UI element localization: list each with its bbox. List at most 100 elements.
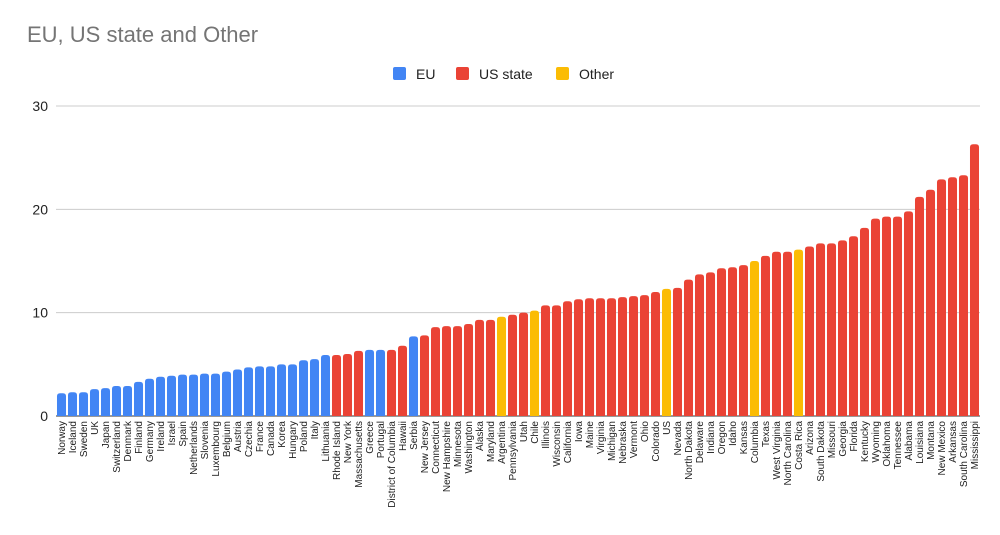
- bar-france: [254, 366, 265, 416]
- x-tick-label: Florida: [849, 421, 860, 452]
- bar-denmark: [122, 386, 133, 416]
- x-tick-label: Louisiana: [915, 421, 926, 464]
- bar-slovenia: [199, 373, 210, 416]
- x-tick-label: Korea: [277, 421, 288, 448]
- x-tick-label: Nevada: [673, 421, 684, 456]
- bar-new-york: [342, 354, 353, 416]
- x-tick-label: Arizona: [805, 421, 816, 455]
- x-tick-label: Lithuania: [321, 421, 332, 462]
- bar-japan: [100, 388, 111, 416]
- bar-west-virginia: [771, 251, 782, 416]
- bar-lithuania: [320, 355, 331, 416]
- x-tick-label: Pennsylvania: [508, 421, 519, 481]
- x-tick-label: Serbia: [409, 421, 420, 450]
- x-tick-label: Denmark: [123, 420, 134, 462]
- x-tick-label: New Hampshire: [442, 421, 453, 493]
- bar-czechia: [243, 367, 254, 416]
- x-tick-label: Israel: [167, 421, 178, 445]
- x-tick-label: Chile: [530, 421, 541, 444]
- bar-california: [562, 301, 573, 416]
- bar-connecticut: [430, 327, 441, 416]
- bar-spain: [177, 374, 188, 416]
- x-tick-label: Maryland: [486, 421, 497, 462]
- bar-canada: [265, 366, 276, 416]
- bar-kentucky: [859, 227, 870, 416]
- x-tick-label: Maine: [585, 421, 596, 449]
- x-tick-label: Rhode Island: [332, 421, 343, 480]
- x-tick-label: District of Columbia: [387, 421, 398, 508]
- bar-pennsylvania: [507, 314, 518, 416]
- x-tick-label: Montana: [926, 421, 937, 460]
- x-tick-label: New Mexico: [937, 421, 948, 476]
- bar-montana: [925, 189, 936, 416]
- x-tick-label: Oregon: [717, 421, 728, 454]
- gridlines: [56, 105, 980, 417]
- x-tick-label: Michigan: [607, 421, 618, 461]
- legend-label-us-state: US state: [479, 66, 533, 82]
- bar-greece: [364, 349, 375, 416]
- bar-new-jersey: [419, 335, 430, 416]
- x-tick-label: Tennessee: [893, 421, 904, 470]
- x-tick-label: West Virginia: [772, 421, 783, 480]
- bar-wisconsin: [551, 305, 562, 416]
- x-tick-label: Wisconsin: [552, 421, 563, 467]
- bar-arkansas: [947, 177, 958, 416]
- x-tick-label: Japan: [101, 421, 112, 448]
- bar-maryland: [485, 319, 496, 416]
- bar-new-mexico: [936, 179, 947, 416]
- bar-georgia: [837, 240, 848, 416]
- x-tick-label: Vermont: [629, 421, 640, 458]
- bar-indiana: [705, 272, 716, 416]
- bar-south-carolina: [958, 175, 969, 416]
- bar-italy: [309, 359, 320, 416]
- bar-idaho: [727, 267, 738, 416]
- x-tick-label: Missouri: [827, 421, 838, 458]
- x-tick-label: Colorado: [651, 421, 662, 462]
- bar-new-hampshire: [441, 326, 452, 416]
- bar-missouri: [826, 243, 837, 416]
- chart-title: EU, US state and Other: [27, 22, 259, 47]
- bar-chile: [529, 310, 540, 416]
- x-tick-label: Argentina: [497, 421, 508, 464]
- x-tick-label: North Carolina: [783, 421, 794, 486]
- x-tick-label: Oklahoma: [882, 421, 893, 467]
- x-tick-label: Hawaii: [398, 421, 409, 451]
- bar-south-dakota: [815, 243, 826, 416]
- x-tick-label: Nebraska: [618, 421, 629, 464]
- x-tick-label: South Carolina: [959, 421, 970, 488]
- bar-luxembourg: [210, 373, 221, 416]
- bar-ireland: [155, 376, 166, 416]
- bar-district-of-columbia: [386, 349, 397, 416]
- bar-costa-rica: [793, 249, 804, 416]
- bar-nevada: [672, 287, 683, 416]
- bar-colorado: [650, 292, 661, 416]
- bar-sweden: [78, 392, 89, 416]
- bar-kansas: [738, 265, 749, 416]
- bar-wyoming: [870, 218, 881, 416]
- x-tick-label: Sweden: [79, 421, 90, 457]
- legend-swatch-other: [556, 67, 569, 80]
- bar-texas: [760, 255, 771, 416]
- bar-rhode-island: [331, 355, 342, 416]
- x-tick-label: Wyoming: [871, 421, 882, 463]
- legend-swatch-eu: [393, 67, 406, 80]
- bar-finland: [133, 381, 144, 416]
- bar-alaska: [474, 319, 485, 416]
- bar-north-carolina: [782, 251, 793, 416]
- x-tick-label: US: [662, 421, 673, 435]
- bar-portugal: [375, 349, 386, 416]
- x-tick-label: Ireland: [156, 421, 167, 452]
- legend-label-eu: EU: [416, 66, 435, 82]
- x-tick-label: Hungary: [288, 421, 299, 459]
- bar-poland: [298, 360, 309, 416]
- legend-swatch-us-state: [456, 67, 469, 80]
- x-tick-label: Poland: [299, 421, 310, 452]
- legend-label-other: Other: [579, 66, 614, 82]
- bar-hawaii: [397, 345, 408, 416]
- x-tick-label: Georgia: [838, 421, 849, 457]
- y-tick-label: 20: [32, 201, 48, 217]
- x-tick-label: Portugal: [376, 421, 387, 458]
- x-tick-label: New Jersey: [420, 421, 431, 473]
- x-tick-label: UK: [90, 421, 101, 435]
- legend: EU US state Other: [393, 66, 614, 82]
